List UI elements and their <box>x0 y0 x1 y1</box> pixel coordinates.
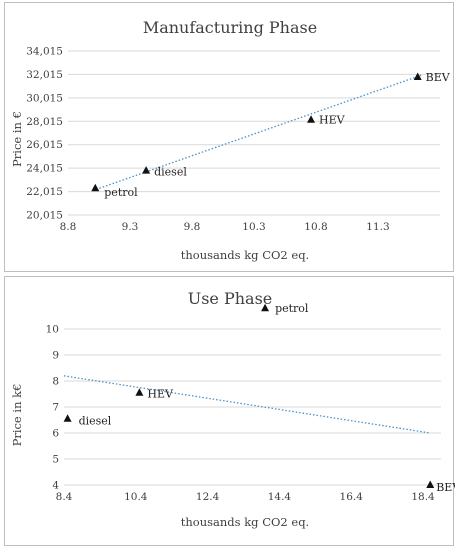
y-tick-label: 6 <box>52 428 59 440</box>
trendline <box>92 74 422 192</box>
x-tick-label: 18.4 <box>411 491 435 503</box>
data-point-label: diesel <box>79 415 112 428</box>
y-tick-label: 34,015 <box>26 46 63 58</box>
x-tick-label: 10.3 <box>242 221 265 233</box>
x-tick-label: 9.3 <box>122 221 139 233</box>
data-point-marker <box>63 414 72 422</box>
data-point-label: BEV <box>426 71 451 84</box>
data-point-marker <box>413 72 422 80</box>
x-tick-label: 8.4 <box>56 491 73 503</box>
x-tick-label: 11.3 <box>366 221 389 233</box>
manufacturing-phase-chart: Manufacturing Phase 20,015 22,015 24,015 26… <box>4 2 454 272</box>
data-point-label: diesel <box>154 166 187 179</box>
y-tick-label: 8 <box>52 376 59 388</box>
data-point-label: HEV <box>147 388 174 401</box>
y-tick-label: 26,015 <box>26 139 63 151</box>
x-tick-label: 10.4 <box>124 491 148 503</box>
x-tick-label: 9.8 <box>184 221 201 233</box>
data-point-label: petrol <box>104 186 138 199</box>
data-point-marker <box>135 388 144 396</box>
data-point-marker <box>261 303 270 312</box>
data-point-label: petrol <box>275 302 309 315</box>
x-axis-label: thousands kg CO2 eq. <box>181 515 309 529</box>
data-point-label: HEV <box>319 114 346 127</box>
plot-area: 4 5 6 7 8 9 10 8.4 10.4 12.4 14.4 16.4 18.4 diesel HEV… <box>46 302 455 503</box>
use-phase-plot: Use Phase 4 5 6 7 8 9 10 8.4 10.4 12.4 14.4 16.4 18.… <box>10 289 455 529</box>
y-tick-label: 32,015 <box>26 69 63 81</box>
y-tick-label: 30,015 <box>26 92 63 104</box>
x-tick-label: 14.4 <box>268 491 292 503</box>
plot-area: 20,015 22,015 24,015 26,015 28,015 30,015 32,0… <box>26 46 451 234</box>
data-point-marker <box>91 183 100 192</box>
data-point-marker <box>307 115 316 123</box>
y-tick-label: 7 <box>52 402 59 414</box>
data-point-marker <box>142 166 151 174</box>
data-point-label: BEV <box>436 481 455 494</box>
y-tick-label: 9 <box>52 350 59 362</box>
chart-title: Use Phase <box>188 289 273 308</box>
y-tick-label: 28,015 <box>26 116 63 128</box>
manufacturing-phase-plot: Manufacturing Phase 20,015 22,015 24,015 26… <box>10 18 451 262</box>
y-tick-label: 4 <box>52 480 59 492</box>
y-tick-label: 10 <box>46 324 59 336</box>
data-point-marker <box>426 480 435 488</box>
x-tick-label: 16.4 <box>340 491 364 503</box>
y-axis-label: Price in k€ <box>10 384 24 447</box>
use-phase-chart: Use Phase 4 5 6 7 8 9 10 8.4 10.4 12.4 14.4 16.4 18.… <box>4 276 455 546</box>
x-tick-label: 10.8 <box>304 221 327 233</box>
y-tick-label: 5 <box>52 454 59 466</box>
y-axis-label: Price in € <box>10 111 24 167</box>
chart-title: Manufacturing Phase <box>143 18 317 37</box>
x-axis-label: thousands kg CO2 eq. <box>181 248 309 262</box>
x-tick-label: 12.4 <box>196 491 220 503</box>
trendline <box>63 375 431 434</box>
y-tick-label: 20,015 <box>26 210 63 222</box>
y-tick-label: 22,015 <box>26 186 63 198</box>
x-tick-label: 8.8 <box>60 221 77 233</box>
y-tick-label: 24,015 <box>26 163 63 175</box>
